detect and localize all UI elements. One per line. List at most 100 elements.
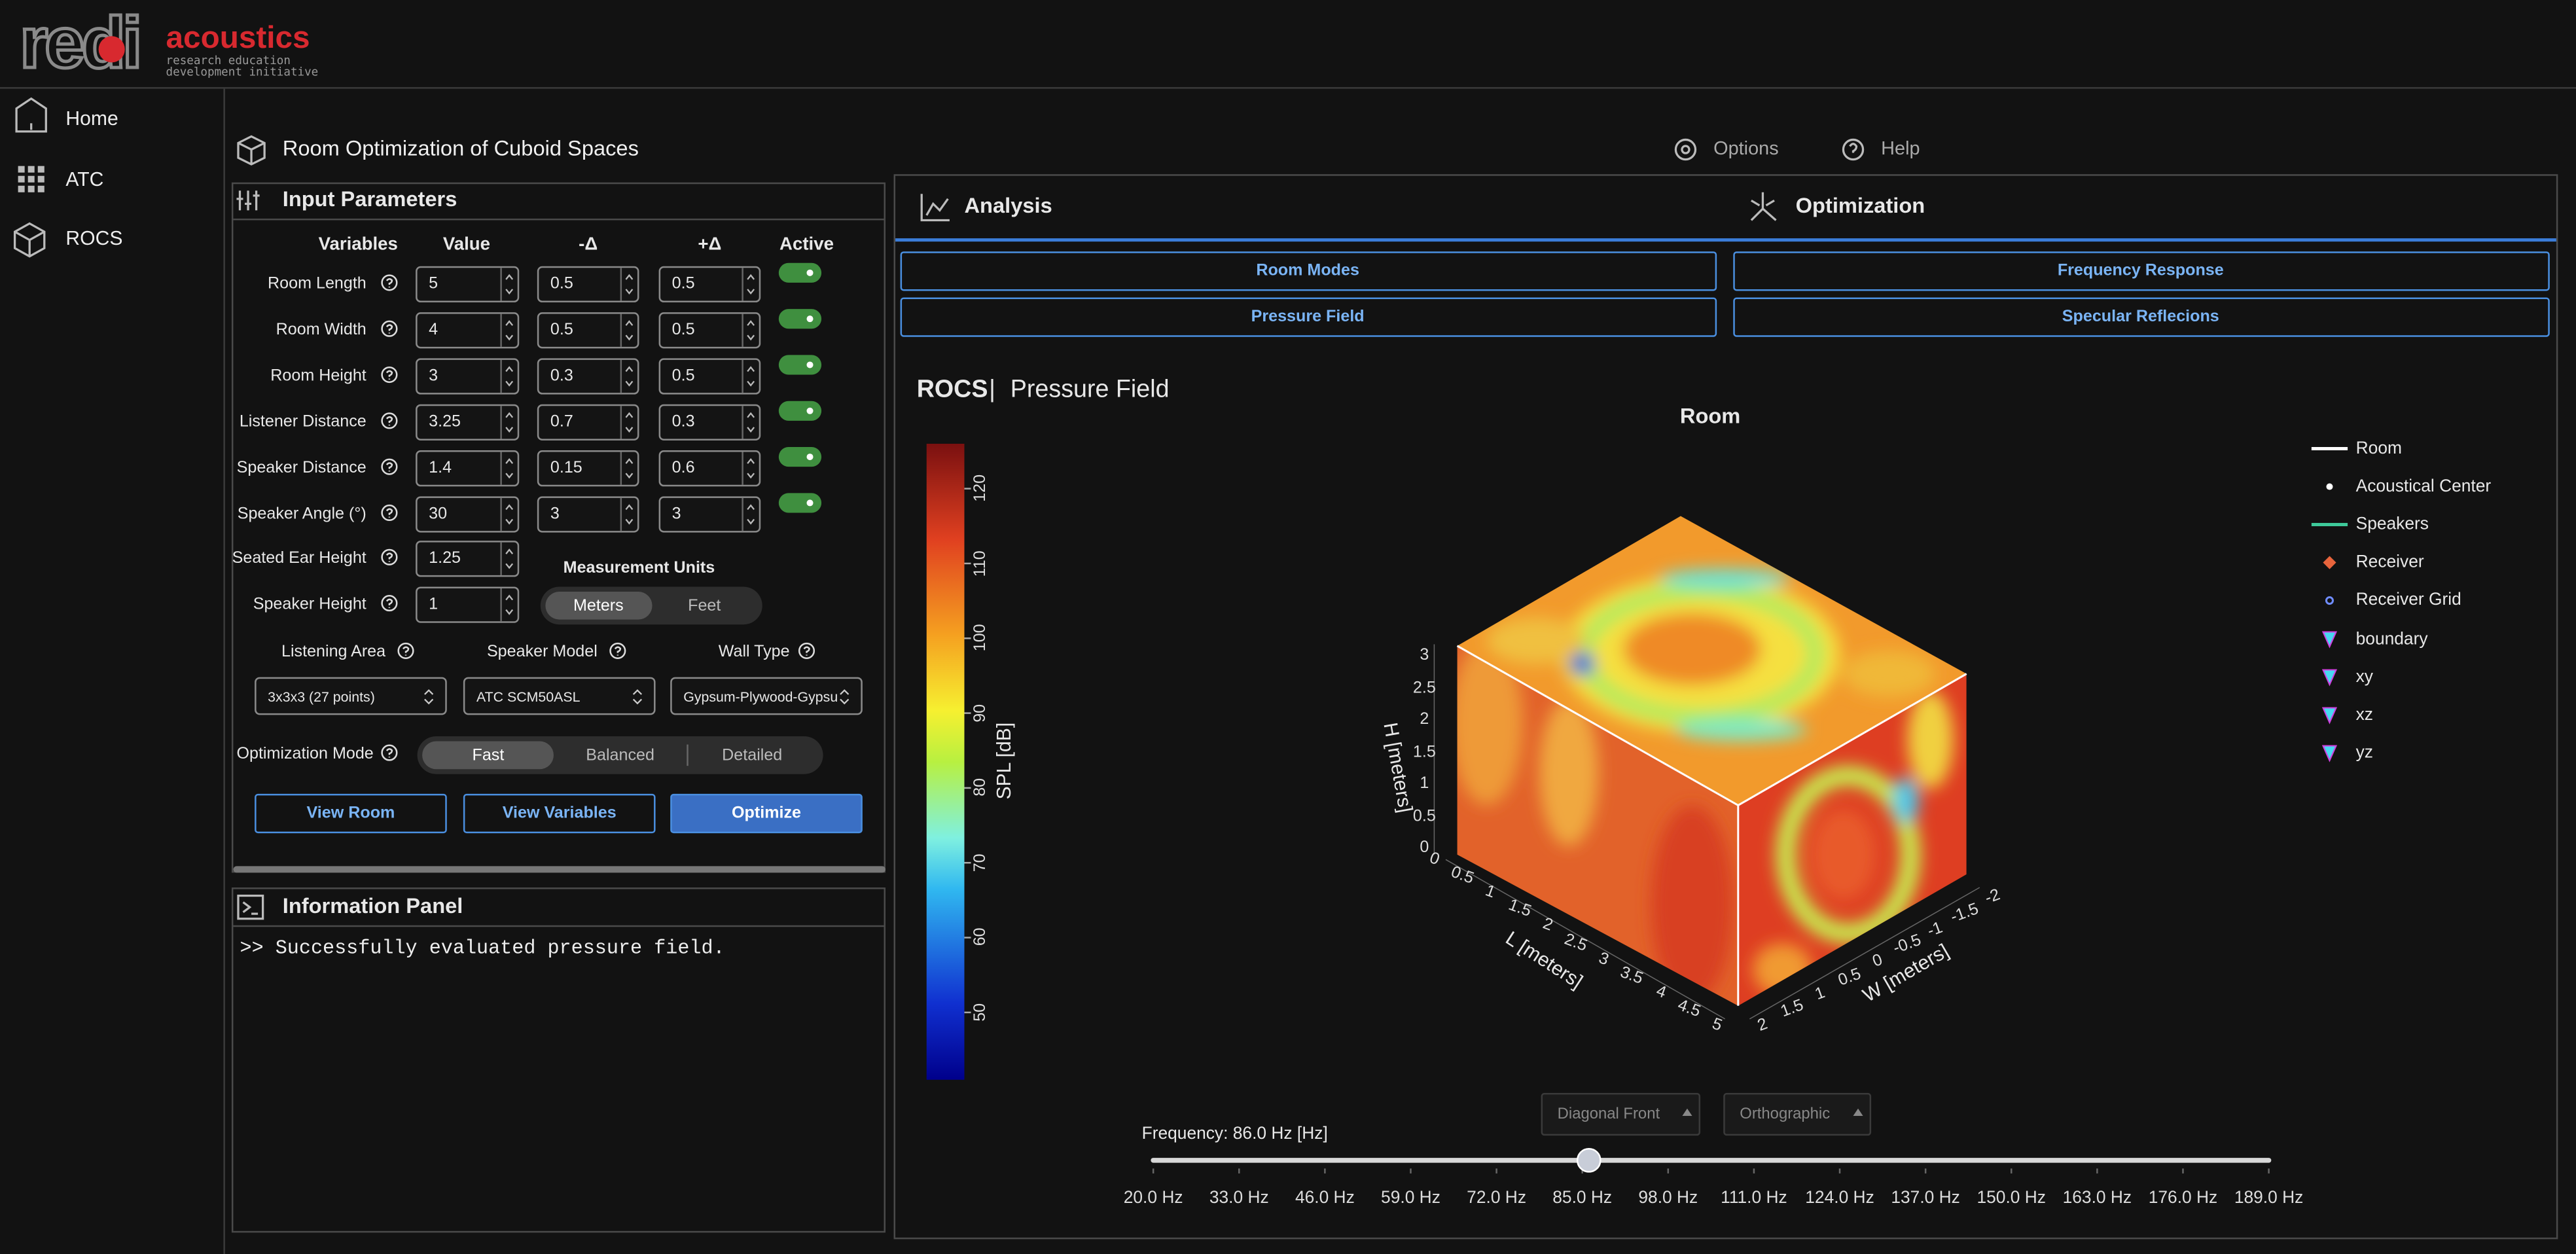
select[interactable]: [463, 677, 656, 715]
number-input[interactable]: [537, 496, 639, 533]
subtab-button[interactable]: [1733, 297, 2550, 337]
column-header: Active: [779, 235, 834, 255]
legend-label[interactable]: xz: [2355, 704, 2373, 725]
button[interactable]: [463, 793, 656, 834]
number-input[interactable]: [537, 312, 639, 349]
subtab-button[interactable]: [1733, 251, 2550, 291]
button-label[interactable]: View Variables: [502, 804, 617, 823]
nav-item[interactable]: Home: [65, 107, 118, 130]
number-input[interactable]: [658, 404, 761, 440]
help-ring: [381, 274, 398, 291]
column-header: +Δ: [698, 235, 722, 255]
input-value: 5: [429, 275, 438, 294]
axis-tick-label: 0: [1420, 838, 1429, 857]
toggle[interactable]: [778, 355, 822, 375]
view-button-label[interactable]: Orthographic: [1740, 1105, 1831, 1124]
nav-item[interactable]: ATC: [65, 168, 104, 191]
analysis-panel: [893, 174, 2558, 1240]
spinner: [742, 359, 755, 393]
view-button[interactable]: [1723, 1092, 1872, 1136]
number-input[interactable]: [658, 450, 761, 487]
spinner: [500, 314, 514, 347]
spinner-arrows: [505, 548, 514, 569]
segment-option[interactable]: Detailed: [722, 746, 783, 764]
nav-item[interactable]: ROCS: [65, 226, 123, 250]
top-link[interactable]: Options: [1713, 139, 1779, 160]
button-label[interactable]: View Room: [306, 804, 395, 823]
legend-triangle: [2321, 745, 2338, 762]
top-link[interactable]: Help: [1881, 139, 1920, 160]
select-chevron: [632, 689, 643, 705]
button[interactable]: [670, 793, 863, 834]
spinner: [620, 268, 634, 301]
legend-label[interactable]: Room: [2355, 439, 2402, 459]
number-input[interactable]: [658, 358, 761, 395]
subtab-button[interactable]: [900, 297, 1717, 337]
button-label[interactable]: Optimize: [732, 804, 802, 823]
toggle[interactable]: [778, 493, 822, 513]
help-icon: [798, 642, 815, 659]
help-icon: [381, 412, 398, 429]
page-title: Room Optimization of Cuboid Spaces: [282, 135, 639, 160]
legend-label[interactable]: Receiver Grid: [2355, 590, 2461, 611]
legend-label[interactable]: boundary: [2355, 628, 2428, 649]
number-input[interactable]: [537, 450, 639, 487]
view-button[interactable]: [1541, 1092, 1701, 1136]
help-ring: [798, 642, 815, 659]
number-input[interactable]: [658, 266, 761, 303]
subtab-button[interactable]: [900, 251, 1717, 291]
input-value: 0.3: [671, 413, 695, 432]
help-ring: [381, 744, 398, 761]
subtab-label[interactable]: Room Modes: [1256, 262, 1359, 281]
number-input[interactable]: [658, 496, 761, 533]
toggle[interactable]: [778, 447, 822, 467]
number-input[interactable]: [658, 312, 761, 349]
toggle[interactable]: [778, 401, 822, 421]
spinner-arrows: [505, 274, 514, 295]
select[interactable]: [255, 677, 447, 715]
number-input[interactable]: [537, 358, 639, 395]
spinner-arrows: [505, 320, 514, 341]
segment-option[interactable]: Meters: [573, 596, 624, 615]
number-input[interactable]: [537, 404, 639, 440]
toggle-knob: [803, 266, 817, 279]
options-icon: [1674, 138, 1697, 161]
subtab-label[interactable]: Frequency Response: [2057, 262, 2224, 281]
subtab-label[interactable]: Pressure Field: [1251, 308, 1365, 327]
variable-label: Speaker Distance: [236, 459, 367, 478]
subtab-label[interactable]: Specular Reflecions: [2062, 308, 2219, 327]
help-icon: [609, 642, 626, 659]
spinner: [500, 452, 514, 485]
help-ring: [609, 642, 626, 659]
select-value: ATC SCM50ASL: [476, 689, 581, 706]
spinner: [500, 497, 514, 531]
legend-label[interactable]: xy: [2355, 666, 2373, 687]
spinner-arrows: [505, 458, 514, 479]
slider-handle[interactable]: [1576, 1148, 1601, 1173]
segment-selected[interactable]: [422, 741, 554, 770]
legend-label[interactable]: yz: [2355, 742, 2373, 762]
view-button-caret: [1682, 1108, 1692, 1117]
number-input[interactable]: [537, 266, 639, 303]
segment-option[interactable]: Balanced: [586, 746, 654, 764]
view-button-caret: [1853, 1108, 1863, 1117]
variable-label: Room Width: [276, 321, 367, 340]
axis-tick-label: 2: [1420, 711, 1429, 729]
legend-label[interactable]: Speakers: [2355, 514, 2429, 535]
legend-diamond: [2323, 556, 2336, 569]
scrollbar[interactable]: [233, 866, 885, 873]
select[interactable]: [670, 677, 863, 715]
segment-option[interactable]: Feet: [688, 596, 721, 615]
toggle[interactable]: [778, 309, 822, 329]
view-button-label[interactable]: Diagonal Front: [1557, 1105, 1660, 1124]
tab[interactable]: Optimization: [1795, 193, 1925, 218]
colorbar-tick-label: 80: [971, 778, 990, 797]
legend-label[interactable]: Receiver: [2355, 552, 2424, 573]
tab[interactable]: Analysis: [964, 193, 1052, 218]
legend-label[interactable]: Acoustical Center: [2355, 476, 2492, 497]
segment-selected[interactable]: [545, 591, 652, 620]
toggle[interactable]: [778, 262, 822, 283]
slider-tick-label: 20.0 Hz: [1123, 1188, 1183, 1208]
segment-option[interactable]: Fast: [472, 746, 505, 764]
button[interactable]: [255, 793, 447, 834]
